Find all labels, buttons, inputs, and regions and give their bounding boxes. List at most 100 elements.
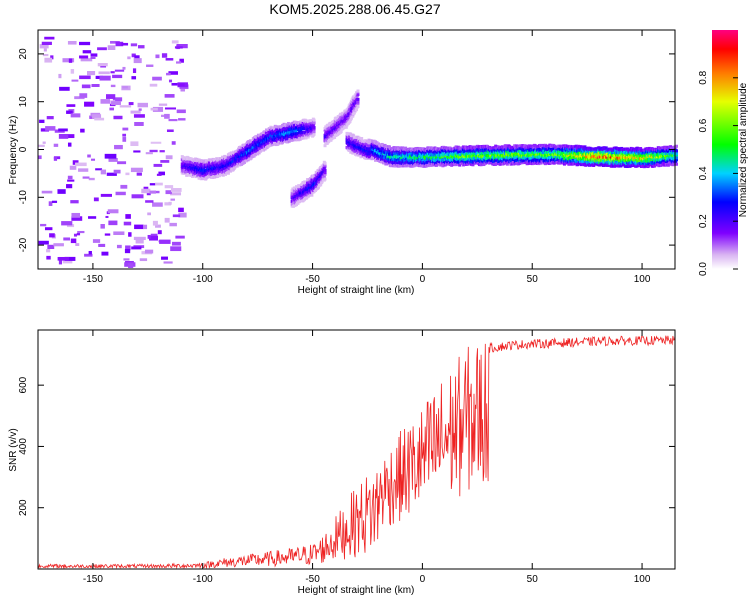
spectrogram-cell <box>41 41 52 45</box>
spectrogram-cell <box>132 68 137 74</box>
spectrogram-cell <box>529 151 533 155</box>
spectrogram-cell <box>243 160 247 164</box>
spectrogram-cell <box>98 243 106 247</box>
spectrogram-cell <box>146 191 151 196</box>
spectrogram-cell <box>647 157 651 161</box>
spectrogram-cell <box>464 145 468 149</box>
spectrogram-cell <box>435 163 439 167</box>
spectrogram-cell <box>170 192 182 196</box>
spectrogram-cell <box>122 127 129 131</box>
spectrogram-cell <box>143 186 149 191</box>
spectrogram-cell <box>518 161 522 165</box>
spectrogram-cell <box>187 166 191 170</box>
spectrogram-cell <box>70 69 75 74</box>
spectrogram-cell <box>75 243 80 246</box>
spectrogram-cell <box>41 190 53 194</box>
spectrogram-cell <box>47 244 55 250</box>
spectrogram-cell <box>622 149 626 153</box>
spectrogram-cell <box>66 184 73 189</box>
spectrogram-cell <box>479 163 483 167</box>
spectrogram-cell <box>502 159 506 163</box>
spectrogram-cell <box>155 54 160 59</box>
spectrogram-cell <box>159 150 165 153</box>
spectrogram-cell <box>46 249 51 253</box>
spectrogram-cell <box>128 102 134 106</box>
spectrogram-cell <box>675 156 678 160</box>
spectrogram-cell <box>180 89 185 92</box>
spectrogram-cell <box>223 172 227 176</box>
spectrogram-cell <box>273 141 277 145</box>
spectrogram-cell <box>92 239 101 243</box>
spectrogram-cell <box>43 48 47 52</box>
spectrogram-cell <box>312 118 316 122</box>
spectrogram-cell <box>513 144 517 148</box>
spectrogram-cell <box>152 220 158 226</box>
spectrogram-cell <box>101 251 109 256</box>
spectrogram-cell <box>284 137 288 141</box>
spectrogram-cell <box>139 258 148 262</box>
spectrogram-cell <box>306 135 310 139</box>
spectrogram-cell <box>164 185 174 189</box>
spectrogram-cell <box>505 162 509 166</box>
spectrogram-cell <box>70 113 81 118</box>
spectrogram-cell <box>100 193 112 197</box>
spectrogram-cell <box>40 223 47 227</box>
spectrogram-cell <box>607 160 611 164</box>
spectrogram-cell <box>231 160 235 164</box>
spectrogram-cell <box>133 58 142 64</box>
spectrogram-cell <box>168 79 173 83</box>
spectrogram-cell <box>128 232 132 237</box>
spectrogram-cell <box>138 108 142 111</box>
spectrogram-cell <box>675 152 678 156</box>
spectrogram-cell <box>133 150 141 153</box>
spectrogram-cell <box>108 220 118 226</box>
spectrogram-cell <box>88 250 92 255</box>
spectrogram-cell <box>532 146 536 150</box>
spectrogram-cell <box>123 258 130 261</box>
spectrogram-cell <box>97 47 107 51</box>
spectrogram-cell <box>105 94 116 99</box>
spectrogram-cell <box>403 159 407 163</box>
spectrogram-cell <box>517 155 521 159</box>
spectrogram-cell <box>562 154 566 158</box>
spectrogram-cell <box>137 45 145 49</box>
spectrogram-cell <box>491 158 495 162</box>
spectrogram-cell <box>171 40 179 44</box>
spectrogram-cell <box>38 144 45 147</box>
spectrogram-cell <box>80 58 93 62</box>
spectrogram-cell <box>61 221 73 226</box>
spectrogram-cell <box>115 41 124 47</box>
spectrogram-cell <box>79 75 91 80</box>
spectrogram-cell <box>311 123 315 127</box>
spectrogram-cell <box>164 107 177 110</box>
spectrogram-cell <box>131 53 136 58</box>
spectrogram-cell <box>145 152 153 155</box>
spectrogram-cell <box>104 233 111 236</box>
spectrogram-cell <box>592 163 596 167</box>
spectrogram-cell <box>155 182 163 186</box>
spectrogram-cell <box>669 145 673 149</box>
spectrogram-cell <box>166 129 174 133</box>
spectrogram-cell <box>327 124 331 128</box>
spectrogram-cell <box>653 164 657 168</box>
spectrogram-cell <box>130 110 141 114</box>
spectrogram-cell <box>251 151 255 155</box>
spectrogram-cell <box>168 201 172 205</box>
spectrogram-cell <box>178 207 184 213</box>
spectrogram-cell <box>333 135 337 139</box>
spectrogram-cell <box>157 230 162 235</box>
spectrogram-cell <box>175 235 185 239</box>
spectrogram-cell <box>149 190 156 194</box>
spectrogram-cell <box>58 260 63 265</box>
spectrogram-cell <box>46 116 54 120</box>
spectrogram-cell <box>134 55 140 60</box>
spectrogram-cell <box>153 163 163 167</box>
spectrogram-cell <box>675 162 678 166</box>
spectrogram-cell <box>240 160 244 164</box>
spectrogram-cell <box>97 63 108 67</box>
spectrogram-cell <box>647 164 651 168</box>
spectrogram-cell <box>178 118 186 121</box>
spectrogram-cell <box>110 71 115 74</box>
spectrogram-cell <box>174 46 183 49</box>
spectrogram-cell <box>88 216 97 219</box>
